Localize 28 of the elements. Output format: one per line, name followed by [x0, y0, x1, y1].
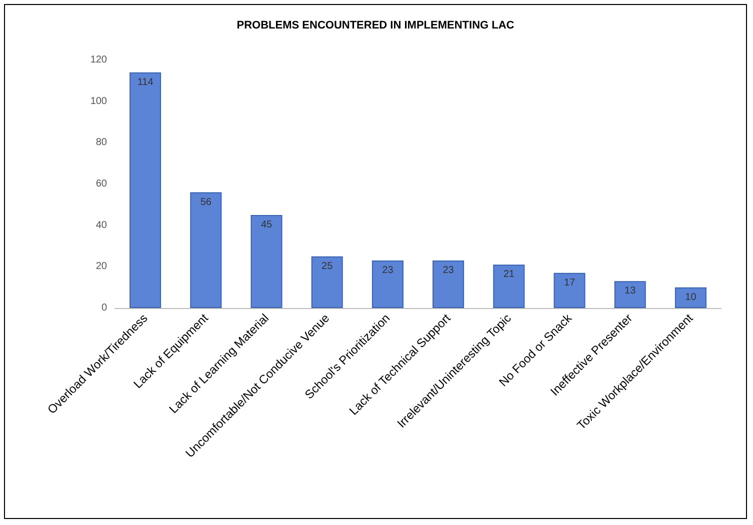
data-label: 45 — [260, 220, 272, 230]
data-label: 10 — [685, 292, 697, 303]
y-tick-label: 100 — [90, 96, 108, 107]
data-label: 25 — [322, 260, 334, 272]
y-tick-label: 0 — [101, 302, 108, 314]
data-label: 114 — [137, 76, 154, 88]
data-label: 17 — [564, 277, 576, 288]
bar — [493, 264, 525, 308]
data-label: 23 — [442, 264, 454, 276]
y-tick-label: 120 — [90, 54, 108, 66]
bar — [554, 272, 586, 308]
y-tick-label: 20 — [96, 261, 108, 272]
data-label: 23 — [382, 264, 394, 276]
bar — [674, 287, 706, 308]
y-tick-label: 60 — [96, 178, 108, 190]
bar — [432, 260, 464, 308]
data-label: 56 — [200, 196, 212, 208]
bar — [250, 215, 282, 308]
bar — [372, 260, 404, 308]
y-tick-label: 80 — [96, 137, 108, 148]
y-tick-label: 40 — [96, 220, 108, 231]
data-label: 13 — [624, 286, 636, 297]
bar — [614, 281, 646, 308]
chart-title: PROBLEMS ENCOUNTERED IN IMPLEMENTING LAC — [236, 20, 514, 32]
bar — [130, 72, 162, 308]
bar — [311, 256, 343, 308]
data-label: 21 — [503, 269, 515, 280]
bar — [190, 192, 222, 308]
